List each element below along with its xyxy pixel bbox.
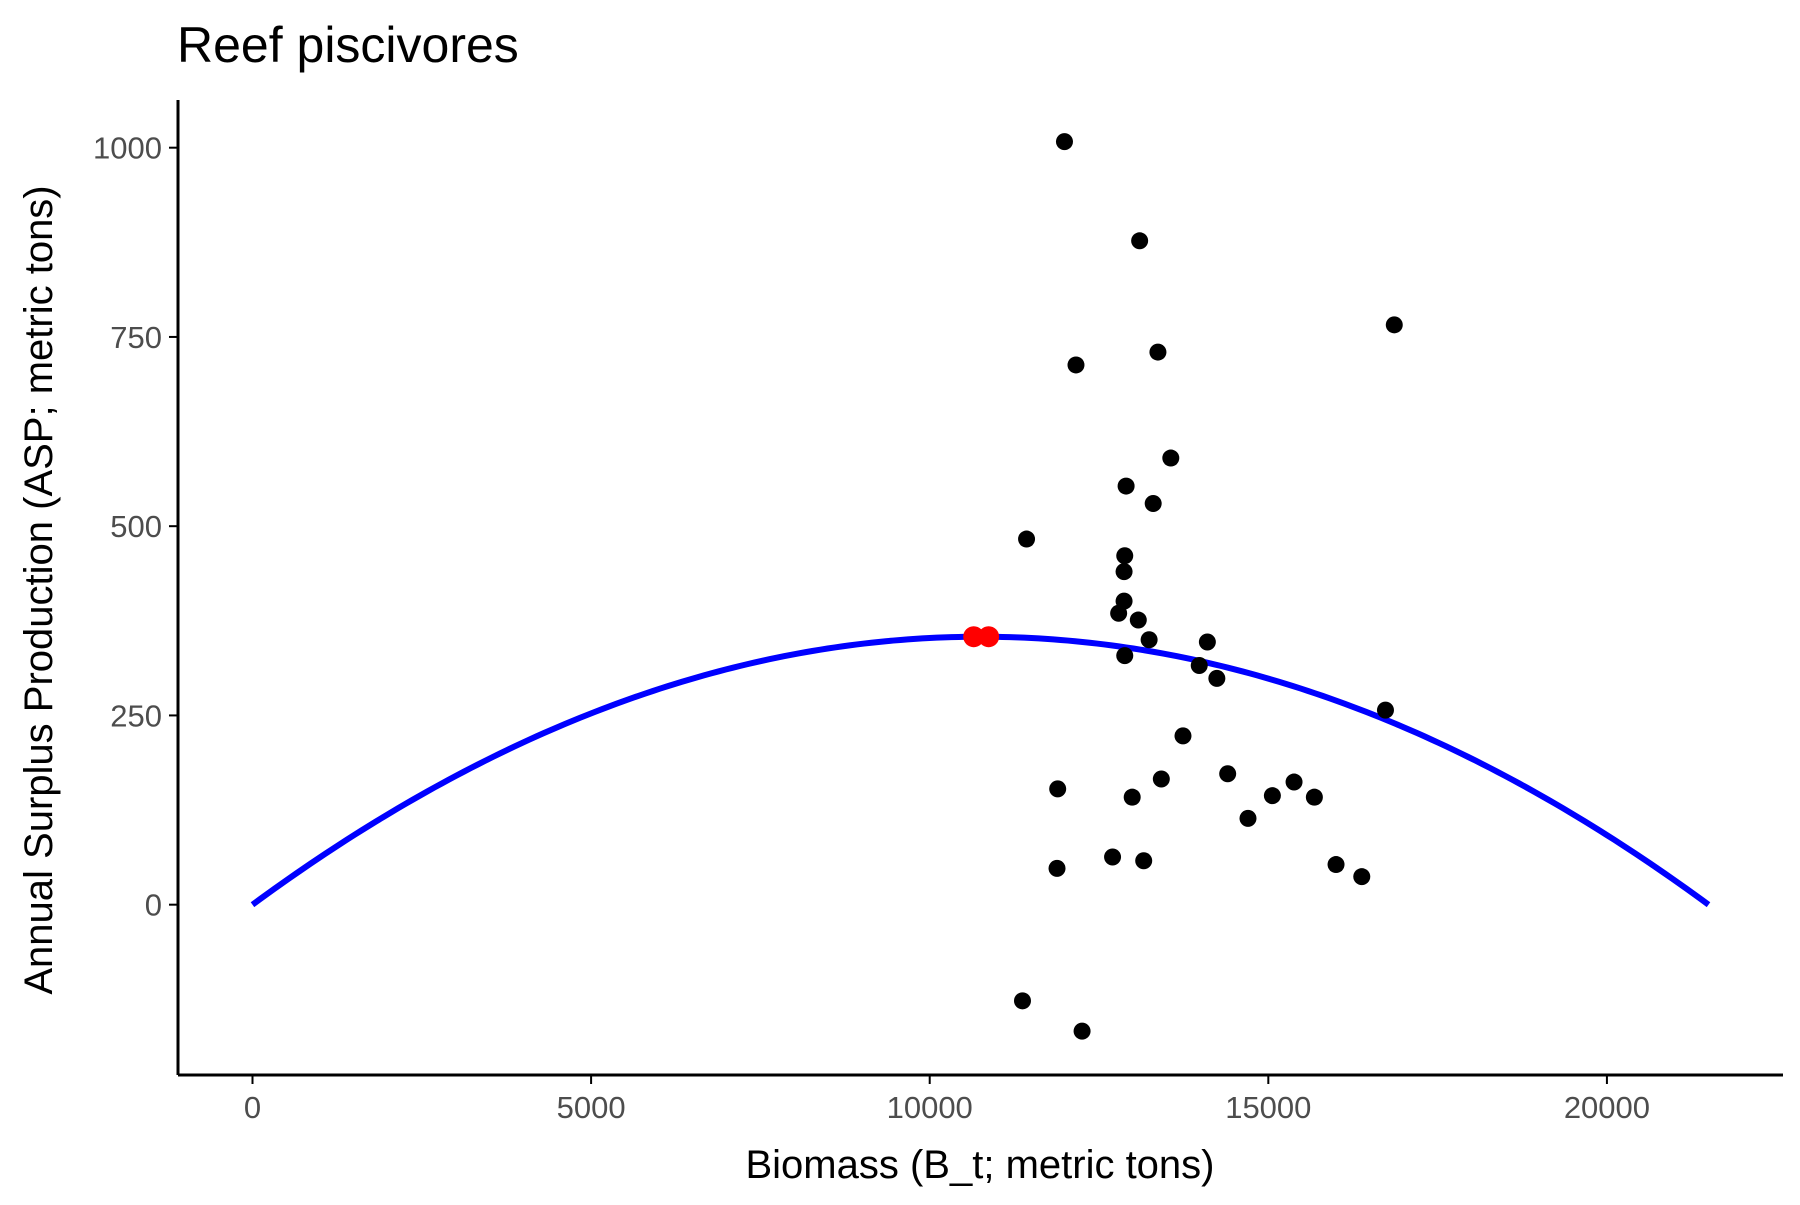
data-point — [1116, 547, 1134, 565]
x-axis-title: Biomass (B_t; metric tons) — [745, 1143, 1214, 1187]
data-point — [1219, 765, 1237, 783]
y-tick-label: 1000 — [93, 131, 162, 166]
data-point — [1055, 133, 1073, 151]
data-point — [1376, 701, 1394, 719]
peak-point — [978, 626, 1000, 648]
data-point — [1239, 809, 1257, 827]
y-tick-label: 250 — [110, 698, 162, 733]
data-point — [1198, 633, 1216, 651]
plot-area — [250, 133, 1711, 1040]
x-tick-label: 0 — [244, 1090, 261, 1125]
data-point — [1067, 356, 1085, 374]
data-point — [1110, 604, 1128, 622]
x-tick-label: 10000 — [887, 1090, 973, 1125]
x-tick-label: 20000 — [1564, 1090, 1650, 1125]
data-point — [1285, 773, 1303, 791]
data-point — [1149, 343, 1167, 361]
data-point — [1144, 494, 1162, 512]
data-point — [1018, 530, 1036, 548]
x-tick-label: 5000 — [557, 1090, 626, 1125]
data-point — [1162, 449, 1180, 467]
y-tick-label: 750 — [110, 320, 162, 355]
y-tick-label: 500 — [110, 509, 162, 544]
chart-title: Reef piscivores — [177, 17, 519, 73]
data-point — [1117, 477, 1135, 495]
x-tick-label: 15000 — [1225, 1090, 1311, 1125]
data-point — [1135, 852, 1153, 870]
data-point — [1131, 232, 1149, 250]
data-point — [1263, 787, 1281, 805]
data-point — [1115, 563, 1133, 581]
y-axis-title: Annual Surplus Production (ASP; metric t… — [17, 185, 61, 994]
data-point — [1073, 1022, 1091, 1040]
data-point — [1327, 856, 1345, 874]
y-tick-label: 0 — [145, 888, 162, 923]
data-point — [1385, 316, 1403, 334]
data-point — [1174, 727, 1192, 745]
data-point — [1152, 770, 1170, 788]
data-point — [1123, 788, 1141, 806]
fitted-curve — [250, 633, 1711, 908]
data-point — [1116, 647, 1134, 665]
data-point — [1190, 656, 1208, 674]
data-point — [1129, 611, 1147, 629]
data-point — [1013, 992, 1031, 1010]
data-point — [1048, 859, 1066, 877]
data-point — [1049, 780, 1067, 798]
data-point — [1104, 848, 1122, 866]
data-point — [1208, 669, 1226, 687]
data-point — [1305, 788, 1323, 806]
axes: 0 5000 10000 15000 20000 0 250 500 750 1000 — [93, 100, 1783, 1125]
data-point — [1353, 868, 1371, 886]
peak-point — [963, 626, 985, 648]
data-point — [1140, 631, 1158, 649]
